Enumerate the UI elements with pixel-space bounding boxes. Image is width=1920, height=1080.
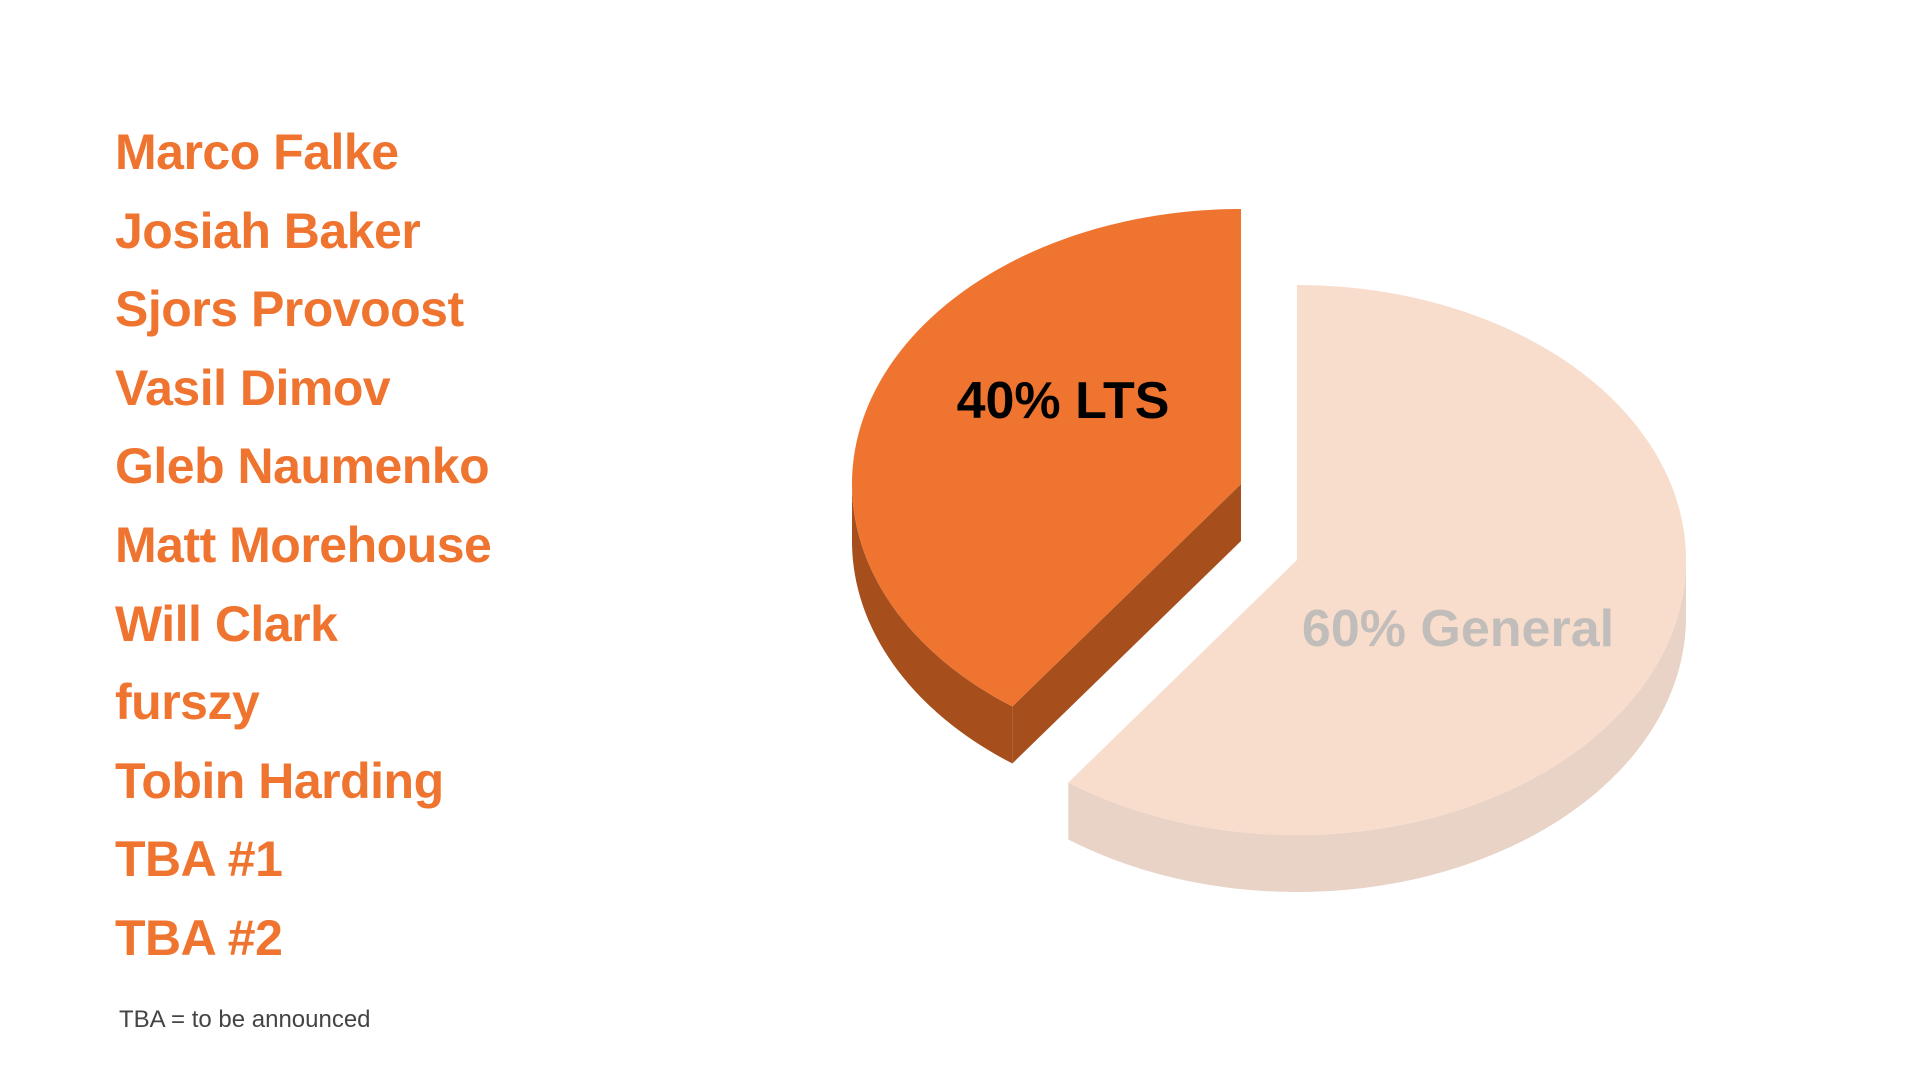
list-item: Matt Morehouse [115,516,492,573]
footnote: TBA = to be announced [119,1006,371,1033]
list-item: Vasil Dimov [115,359,391,416]
name-list: Marco Falke Josiah Baker Sjors Provoost … [115,118,492,983]
list-item: TBA #1 [115,831,283,888]
pie-slice-lts [852,209,1241,707]
list-item: Tobin Harding [115,752,444,809]
pie-slice-lts-side [852,484,1013,764]
list-item: Gleb Naumenko [115,438,490,495]
list-item: furszy [115,674,260,731]
list-item: Marco Falke [115,124,399,180]
data-label-lts: 40% LTS [957,372,1170,430]
list-item: Will Clark [115,595,338,652]
list-item: TBA #2 [115,909,283,966]
list-item: Sjors Provoost [115,281,464,338]
pie-slice-general [1068,285,1686,835]
data-label-general: 60% General [1302,600,1614,658]
pie-slice-general-side [1068,560,1686,892]
list-item: Josiah Baker [115,202,421,259]
pie-slice-lts-inner-side [1012,484,1241,764]
